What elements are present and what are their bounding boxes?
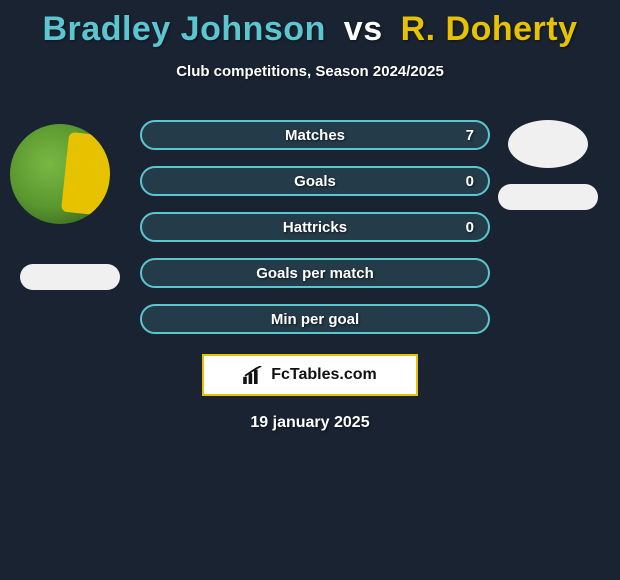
stat-bar-label: Min per goal <box>271 311 359 328</box>
player2-name-pill <box>498 184 598 210</box>
stat-bar: Matches 7 <box>140 120 490 150</box>
player1-name-pill <box>20 264 120 290</box>
stat-bar: Min per goal <box>140 304 490 334</box>
stat-bar-value-p1: 0 <box>466 219 474 236</box>
stat-bar-label: Goals <box>294 173 336 190</box>
stat-bar-value-p1: 0 <box>466 173 474 190</box>
stat-bar-value-p1: 7 <box>466 127 474 144</box>
stat-bar-label: Hattricks <box>283 219 347 236</box>
date-label: 19 january 2025 <box>0 414 620 432</box>
brand-text: FcTables.com <box>271 366 377 384</box>
subtitle: Club competitions, Season 2024/2025 <box>0 63 620 80</box>
chart-icon <box>243 366 265 384</box>
stat-bar-label: Goals per match <box>256 265 374 282</box>
title-player2: R. Doherty <box>401 10 578 48</box>
stat-bar: Goals 0 <box>140 166 490 196</box>
title-player1: Bradley Johnson <box>43 10 326 48</box>
page-title: Bradley Johnson vs R. Doherty <box>0 0 620 49</box>
title-vs: vs <box>344 10 383 48</box>
stat-bar-label: Matches <box>285 127 345 144</box>
stat-bar: Hattricks 0 <box>140 212 490 242</box>
stat-bar: Goals per match <box>140 258 490 288</box>
player1-avatar <box>10 124 110 224</box>
player2-avatar <box>508 120 588 168</box>
stat-bars: Matches 7 Goals 0 Hattricks 0 Goals per match M… <box>140 120 490 350</box>
brand-box: FcTables.com <box>202 354 418 396</box>
